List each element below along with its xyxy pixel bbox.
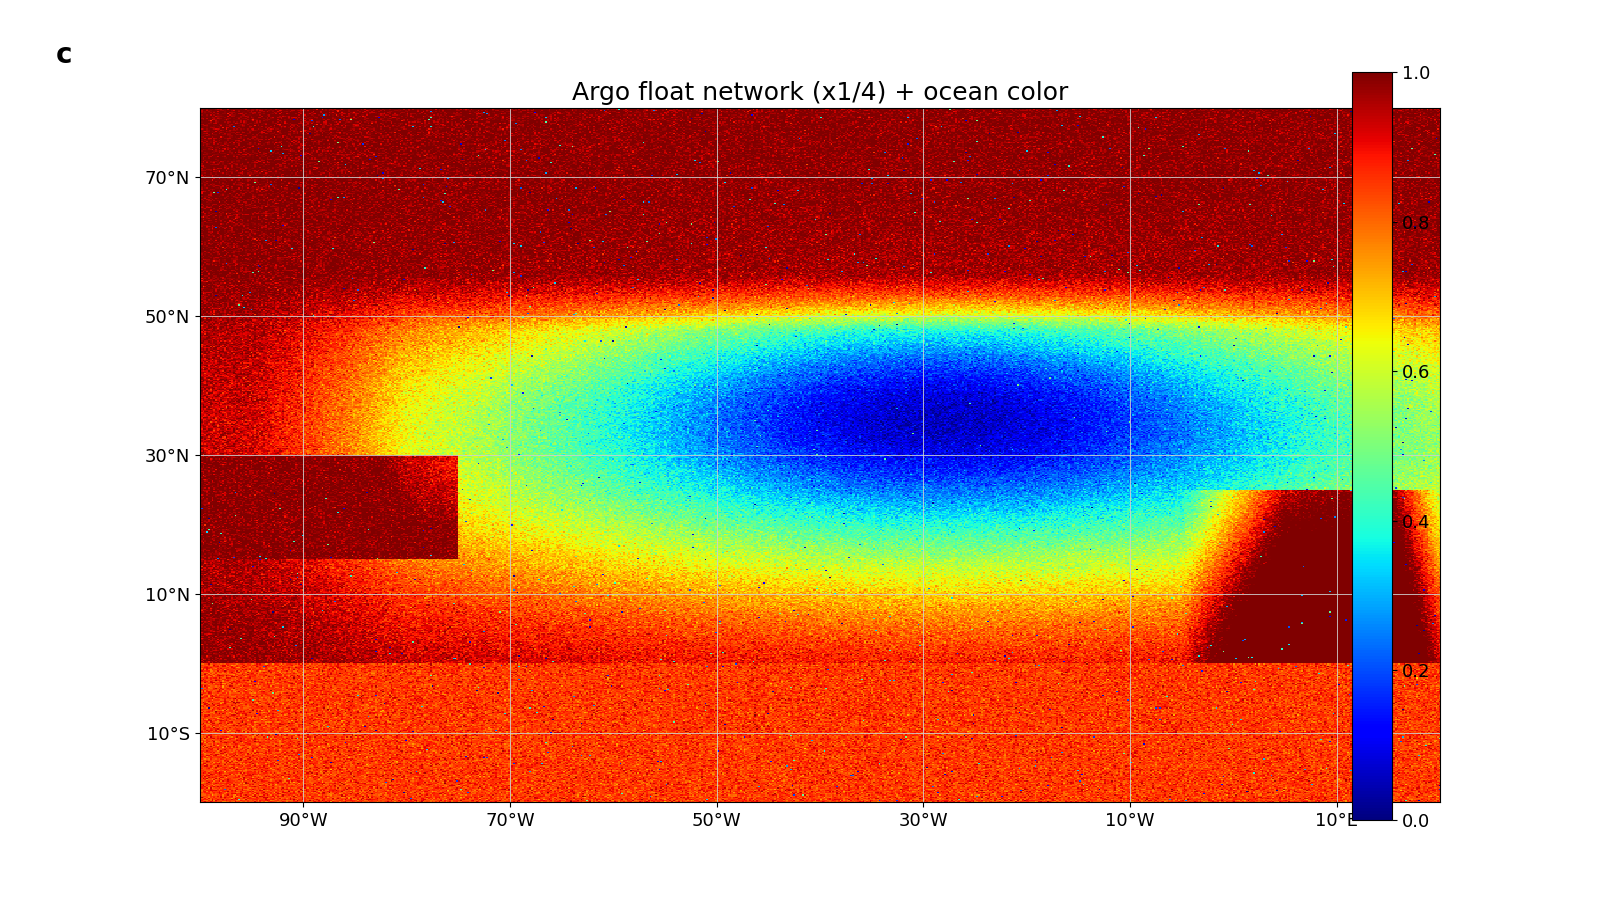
Title: Argo float network (x1/4) + ocean color: Argo float network (x1/4) + ocean color (571, 81, 1069, 105)
Text: c: c (56, 41, 72, 69)
